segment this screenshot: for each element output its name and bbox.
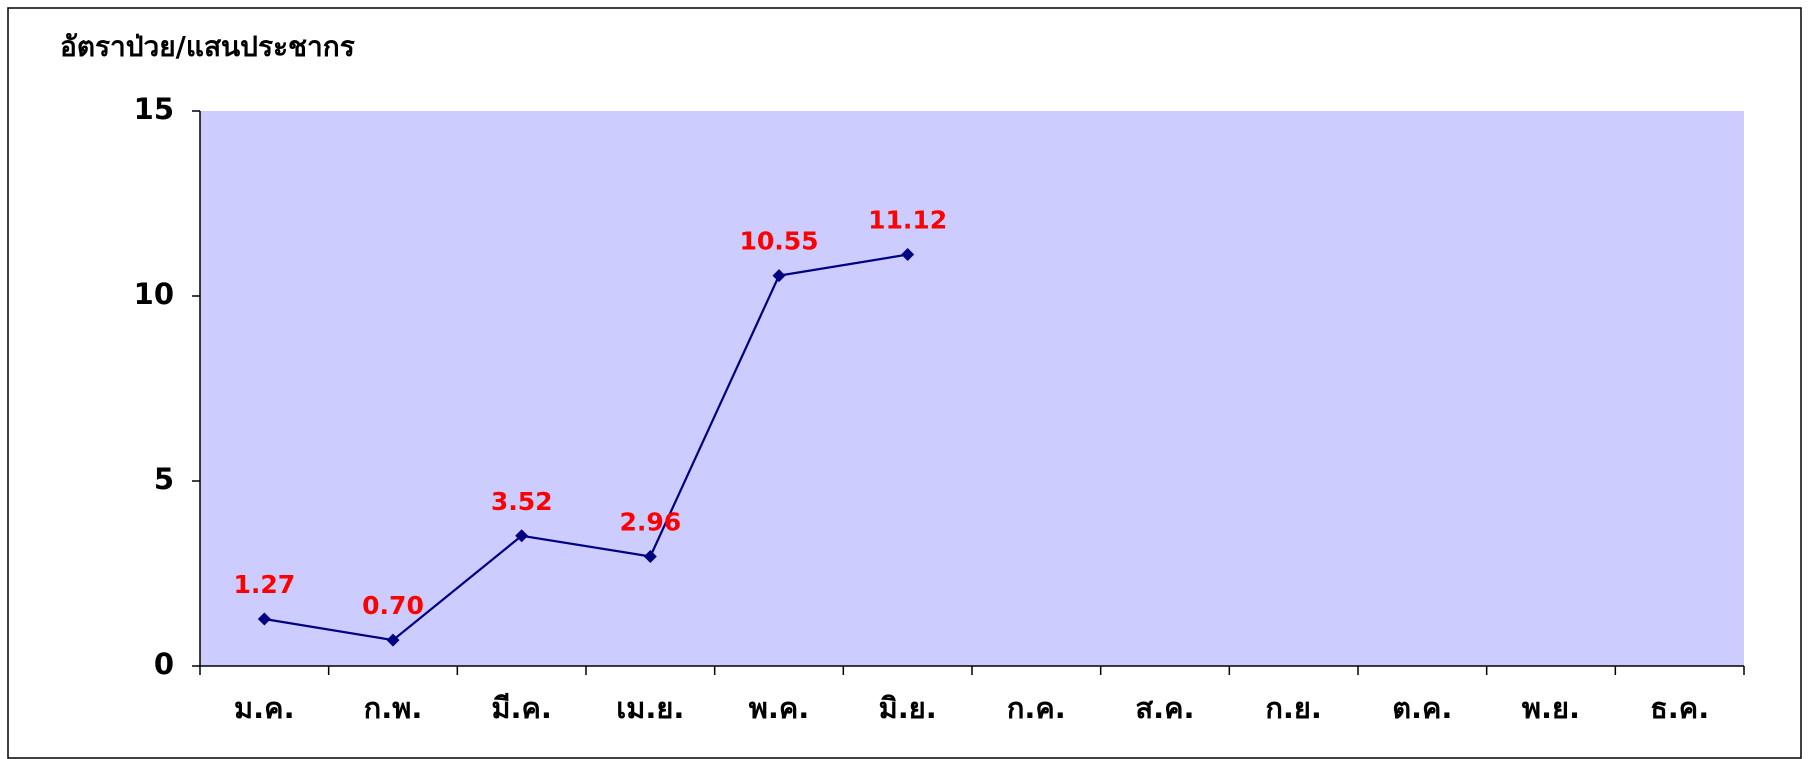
data-point [643, 549, 657, 563]
x-tick-label: มี.ค. [491, 691, 552, 725]
y-tick-label: 15 [134, 92, 174, 126]
chart-title: อัตราป่วย/แสนประชากร [60, 30, 355, 63]
data-label: 0.70 [362, 591, 424, 620]
x-tick-label: ก.พ. [364, 691, 423, 725]
x-tick-label: เม.ย. [616, 691, 684, 725]
x-tick-label: พ.ย. [1522, 691, 1580, 725]
y-tick-label: 0 [154, 647, 174, 681]
data-point [257, 612, 271, 626]
x-tick-label: มิ.ย. [879, 691, 937, 725]
data-label: 10.55 [739, 227, 818, 256]
data-point [901, 248, 915, 262]
x-tick-label: ต.ค. [1392, 691, 1452, 725]
x-tick-label: ธ.ค. [1650, 691, 1709, 725]
data-label: 2.96 [619, 507, 681, 536]
x-tick-label: ก.ค. [1007, 691, 1066, 725]
y-tick-label: 10 [134, 277, 174, 311]
data-point [386, 633, 400, 647]
data-label: 3.52 [491, 487, 553, 516]
y-tick-label: 5 [154, 462, 174, 496]
x-tick-label: ส.ค. [1135, 691, 1194, 725]
data-label: 1.27 [233, 570, 295, 599]
x-tick-label: พ.ค. [749, 691, 810, 725]
x-tick-label: ก.ย. [1265, 691, 1322, 725]
series-line [264, 253, 908, 642]
data-point [772, 269, 786, 283]
data-point [515, 529, 529, 543]
plot-area [200, 111, 1744, 666]
x-tick-label: ม.ค. [234, 691, 295, 725]
data-label: 11.12 [868, 206, 947, 235]
